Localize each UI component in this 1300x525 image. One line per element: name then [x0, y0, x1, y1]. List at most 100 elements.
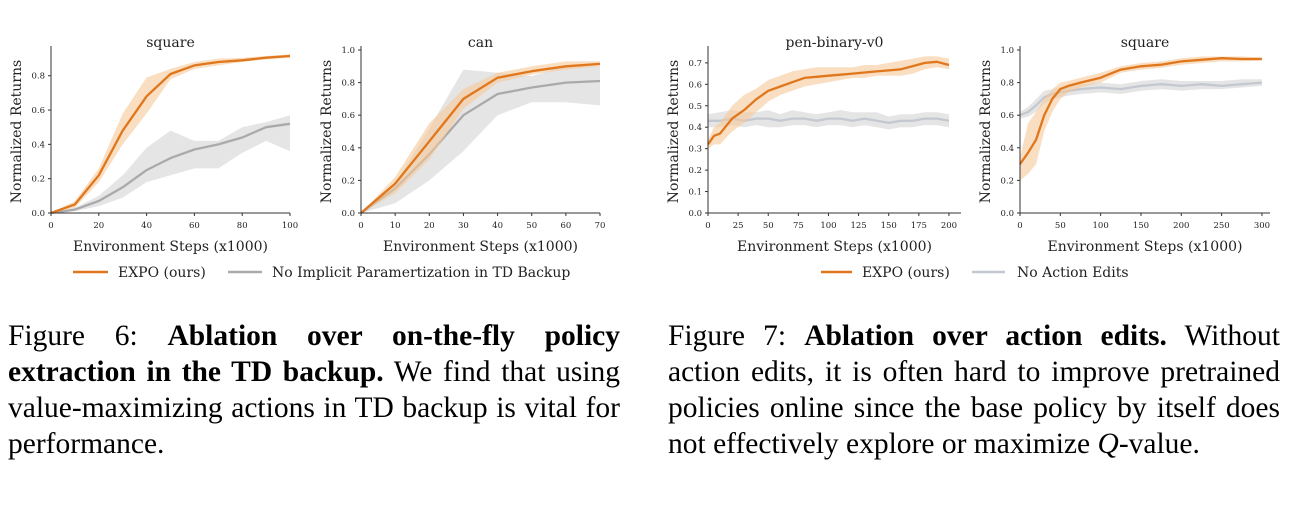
- y-axis-label: Normalized Returns: [666, 60, 682, 203]
- x-tick-label: 50: [526, 221, 537, 231]
- confidence-band: [361, 66, 600, 213]
- y-axis-label: Normalized Returns: [978, 60, 994, 203]
- x-tick-label: 100: [820, 221, 836, 231]
- chart-title: can: [468, 35, 493, 51]
- x-tick-label: 20: [424, 221, 435, 231]
- x-tick-label: 0: [48, 221, 53, 231]
- chart-panel-3: 0 25 50 75 100 125 150 175 200 0.0 0.1 0.2 0.3 0.4 0.5…: [666, 35, 961, 255]
- y-tick-label: 0.4: [1000, 144, 1014, 154]
- legend-expo-label: EXPO (ours): [862, 265, 950, 281]
- x-tick-label: 20: [93, 221, 104, 231]
- x-tick-label: 100: [282, 221, 298, 231]
- series-line: [50, 54, 291, 215]
- series-line: [360, 62, 601, 214]
- y-tick-label: 0.3: [688, 145, 702, 155]
- caption-label: Figure 6:: [8, 320, 138, 352]
- x-tick-label: 30: [458, 221, 469, 231]
- figure6-caption: Figure 6: Ablation over on-the-fly polic…: [8, 318, 620, 462]
- caption-bold: Ablation over on-the-fly policy extracti…: [8, 320, 620, 388]
- figure6-legend: EXPO (ours) No Implicit Paramertization …: [73, 265, 570, 281]
- legend-ablation-label: No Implicit Paramertization in TD Backup: [272, 265, 570, 281]
- x-axis-label: Environment Steps (x1000): [1048, 239, 1243, 255]
- y-tick-label: 0.0: [31, 209, 45, 219]
- y-tick-label: 0.7: [688, 59, 702, 69]
- figure7-caption: Figure 7: Ablation over action edits. Wi…: [668, 318, 1280, 462]
- confidence-band: [708, 56, 949, 149]
- confidence-band: [361, 61, 600, 214]
- x-tick-label: 125: [850, 221, 866, 231]
- x-tick-label: 0: [705, 221, 710, 231]
- series-line: [708, 117, 950, 125]
- x-tick-label: 25: [733, 221, 744, 231]
- y-tick-label: 0.2: [341, 176, 355, 186]
- confidence-band: [51, 115, 290, 213]
- y-tick-label: 0.8: [1000, 79, 1014, 89]
- x-axis-label: Environment Steps (x1000): [73, 239, 268, 255]
- caption-q-symbol: Q: [1097, 428, 1119, 460]
- figure7-legend: EXPO (ours) No Action Edits: [821, 265, 1129, 281]
- series-line: [50, 122, 291, 215]
- x-tick-label: 150: [881, 221, 897, 231]
- x-tick-label: 50: [1055, 221, 1066, 231]
- x-axis-label: Environment Steps (x1000): [737, 239, 932, 255]
- x-tick-label: 40: [492, 221, 503, 231]
- chart-panel-1: 0 20 40 60 80 100 0.0 0.2 0.4 0.6 0.8 square Environ…: [9, 35, 298, 255]
- y-tick-label: 0.8: [31, 72, 45, 82]
- caption-text: We find that using value-maximizing acti…: [8, 356, 621, 460]
- x-tick-label: 250: [1213, 221, 1229, 231]
- y-tick-label: 0.6: [31, 106, 45, 116]
- x-tick-label: 50: [763, 221, 774, 231]
- y-tick-label: 1.0: [341, 46, 355, 56]
- series-line: [1019, 81, 1262, 117]
- caption-bold: Ablation over action edits.: [804, 320, 1167, 352]
- chart-title: square: [146, 35, 195, 51]
- x-tick-label: 100: [1093, 221, 1109, 231]
- y-tick-label: 0.4: [31, 140, 45, 150]
- figure-plots: EXPO (ours) No Implicit Paramertization …: [9, 35, 1270, 281]
- y-tick-label: 0.6: [341, 111, 355, 121]
- y-axis-label: Normalized Returns: [9, 60, 25, 203]
- confidence-band: [1020, 56, 1262, 181]
- y-tick-label: 0.6: [688, 80, 702, 90]
- x-tick-label: 75: [793, 221, 804, 231]
- x-tick-label: 200: [1173, 221, 1189, 231]
- y-tick-label: 0.2: [31, 175, 45, 185]
- x-tick-label: 10: [390, 221, 401, 231]
- legend-expo-label: EXPO (ours): [118, 265, 206, 281]
- x-tick-label: 0: [1017, 221, 1022, 231]
- y-tick-label: 0.2: [688, 166, 702, 176]
- x-tick-label: 60: [189, 221, 200, 231]
- chart-title: pen-binary-v0: [786, 35, 884, 51]
- x-axis-label: Environment Steps (x1000): [383, 239, 578, 255]
- caption-text: Without action edits, it is often hard t…: [668, 320, 1280, 460]
- x-tick-label: 0: [358, 221, 363, 231]
- y-tick-label: 0.2: [1000, 176, 1014, 186]
- caption-tail: -value.: [1118, 428, 1200, 460]
- legend-ablation-label: No Action Edits: [1017, 265, 1129, 281]
- chart-panel-2: 0 10 20 30 40 50 60 70 0.0 0.2 0.4 0.6 0.8 1.0 can Envi…: [319, 35, 605, 255]
- x-tick-label: 175: [911, 221, 927, 231]
- caption-label: Figure 7:: [668, 320, 787, 352]
- y-tick-label: 0.1: [688, 188, 702, 198]
- x-tick-label: 300: [1254, 221, 1270, 231]
- x-tick-label: 80: [237, 221, 248, 231]
- series-line: [707, 60, 950, 146]
- y-tick-label: 0.6: [1000, 111, 1014, 121]
- y-tick-label: 0.0: [688, 209, 702, 219]
- y-tick-label: 0.0: [1000, 209, 1014, 219]
- chart-panel-4: 0 50 100 150 200 250 300 0.0 0.2 0.4 0.6 0.8 1.0 squa…: [978, 35, 1270, 255]
- y-tick-label: 0.8: [341, 79, 355, 89]
- x-tick-label: 150: [1133, 221, 1149, 231]
- y-tick-label: 1.0: [1000, 46, 1014, 56]
- y-tick-label: 0.0: [341, 209, 355, 219]
- x-tick-label: 70: [595, 221, 606, 231]
- y-axis-label: Normalized Returns: [319, 60, 335, 203]
- y-tick-label: 0.4: [341, 144, 355, 154]
- y-tick-label: 0.4: [688, 123, 702, 133]
- x-tick-label: 200: [941, 221, 957, 231]
- chart-title: square: [1121, 35, 1170, 51]
- y-tick-label: 0.5: [688, 102, 702, 112]
- series-line: [1019, 57, 1262, 165]
- x-tick-label: 40: [141, 221, 152, 231]
- x-tick-label: 60: [560, 221, 571, 231]
